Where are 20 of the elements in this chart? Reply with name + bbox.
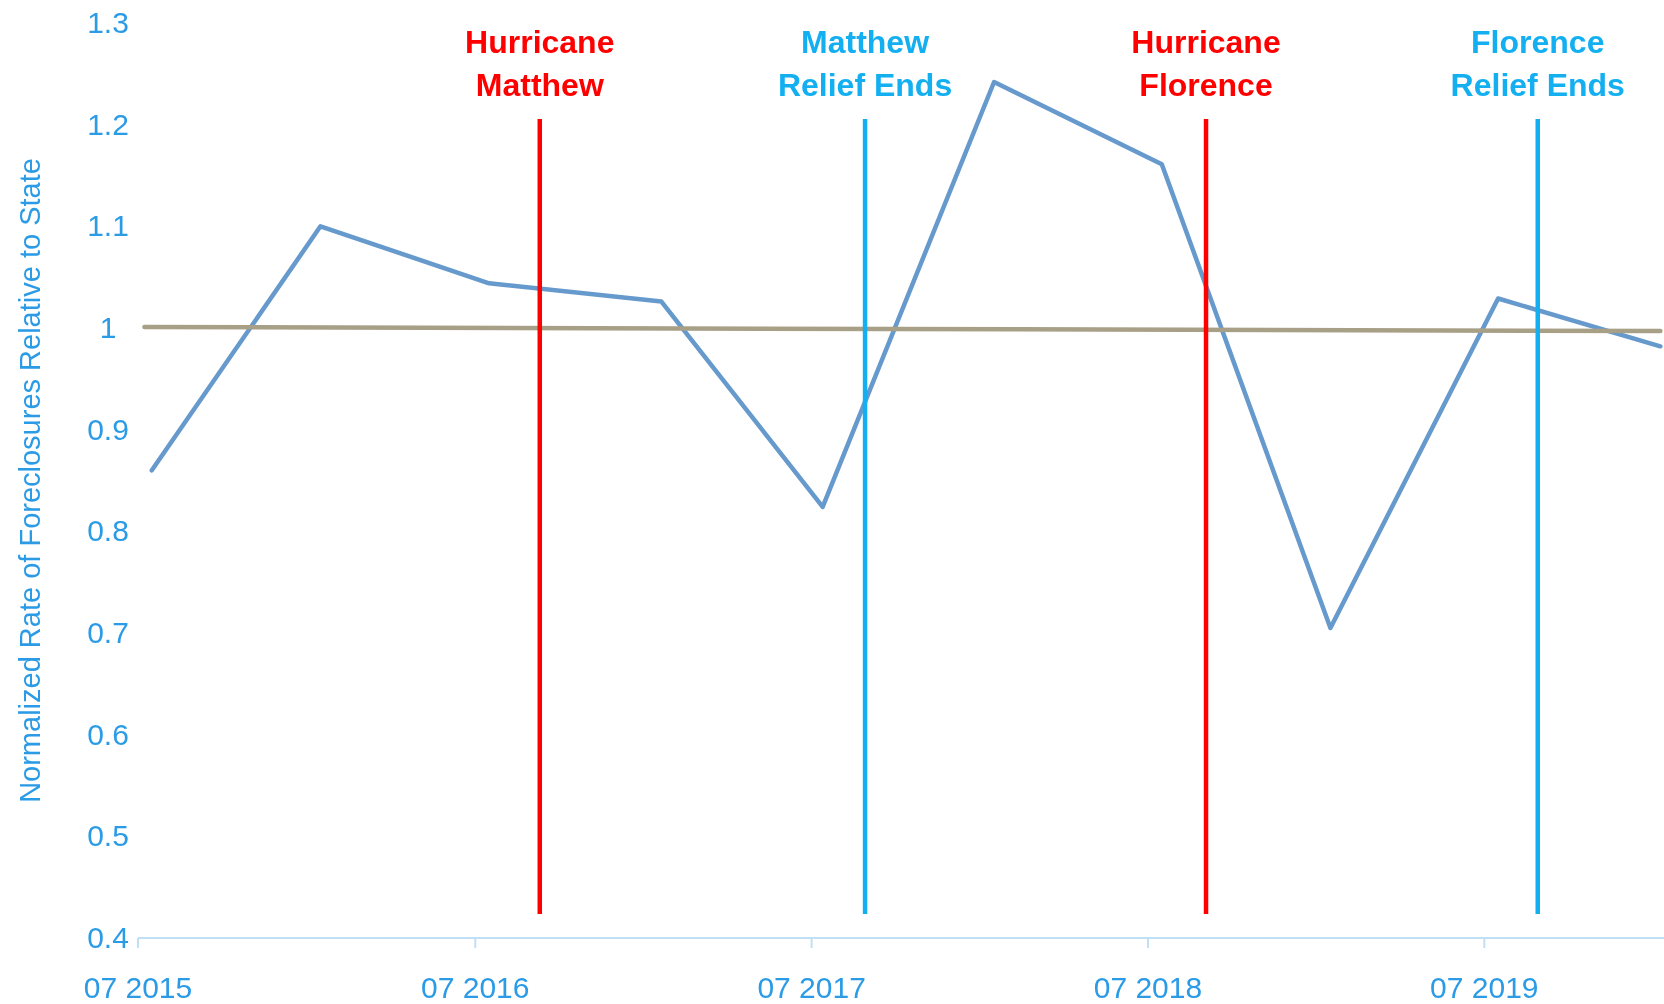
y-tick-label: 0.4 [87, 921, 129, 954]
x-tick-label: 07 2016 [421, 971, 530, 1004]
ref-line-label: Florence Relief Ends [1450, 24, 1625, 103]
y-tick-label: 1 [99, 311, 117, 344]
ref-line-label: Hurricane Florence [1131, 24, 1281, 103]
x-tick-label: 07 2019 [1430, 971, 1539, 1004]
y-tick-label: 1.3 [87, 6, 129, 39]
x-tick-label: 07 2015 [83, 971, 193, 1004]
y-tick-label: 0.6 [87, 717, 129, 751]
y-tick-label: 0.8 [87, 514, 129, 548]
y-tick-label: 0.9 [87, 412, 129, 446]
x-tick-label: 07 2017 [757, 971, 866, 1004]
y-tick-label: 1.1 [87, 209, 129, 243]
ref-line-label: Matthew Relief Ends [777, 24, 953, 103]
ref-line-label: Hurricane Matthew [465, 24, 615, 103]
y-tick-label: 0.7 [87, 616, 129, 649]
y-axis-title: Normalized Rate of Foreclosures Relative to State [14, 158, 46, 803]
y-tick-label: 0.5 [87, 819, 129, 853]
y-tick-label: 1.2 [87, 107, 129, 141]
x-tick-label: 07 2018 [1093, 971, 1203, 1004]
